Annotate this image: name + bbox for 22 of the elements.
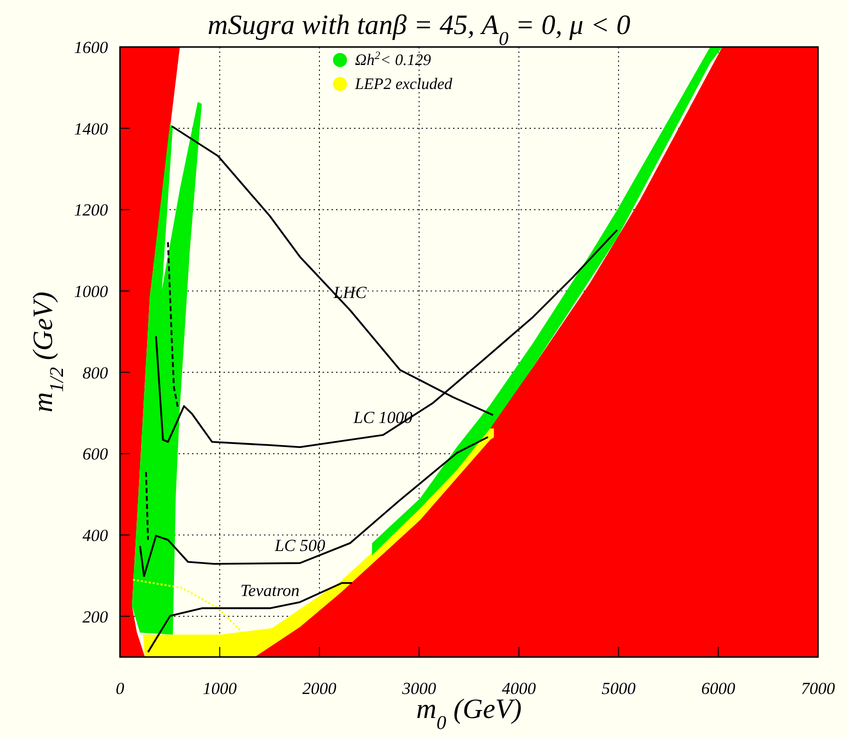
series-label: Tevatron: [240, 581, 300, 600]
y-tick-label: 400: [82, 526, 108, 545]
y-tick-label: 600: [82, 444, 108, 464]
x-tick-label: 6000: [701, 679, 736, 698]
x-tick-label: 1000: [202, 679, 238, 698]
y-tick-label: 1600: [74, 38, 108, 57]
chart-title: mSugra with tanβ = 45, A$_{0}$ = 0, μ < 0: [208, 10, 630, 50]
x-tick-label: 7000: [801, 679, 836, 698]
series-label: LC 1000: [352, 408, 414, 427]
y-tick-label: 200: [82, 607, 108, 626]
x-tick-label: 0: [116, 679, 125, 698]
y-tick-label: 800: [82, 363, 108, 382]
series-label: LC 500: [274, 536, 326, 556]
series-label: LHC: [332, 283, 368, 302]
y-tick-label: 1400: [74, 119, 108, 138]
legend-label: Ωh$^{2}$< 0.129: [355, 50, 431, 69]
line-series: [167, 241, 179, 410]
y-tick-label: 1000: [74, 282, 108, 301]
y-tick-label: 1200: [74, 200, 108, 220]
x-tick-label: 2000: [302, 679, 337, 698]
x-tick-label: 5000: [602, 679, 636, 698]
legend-label: LEP2 excluded: [354, 76, 454, 93]
